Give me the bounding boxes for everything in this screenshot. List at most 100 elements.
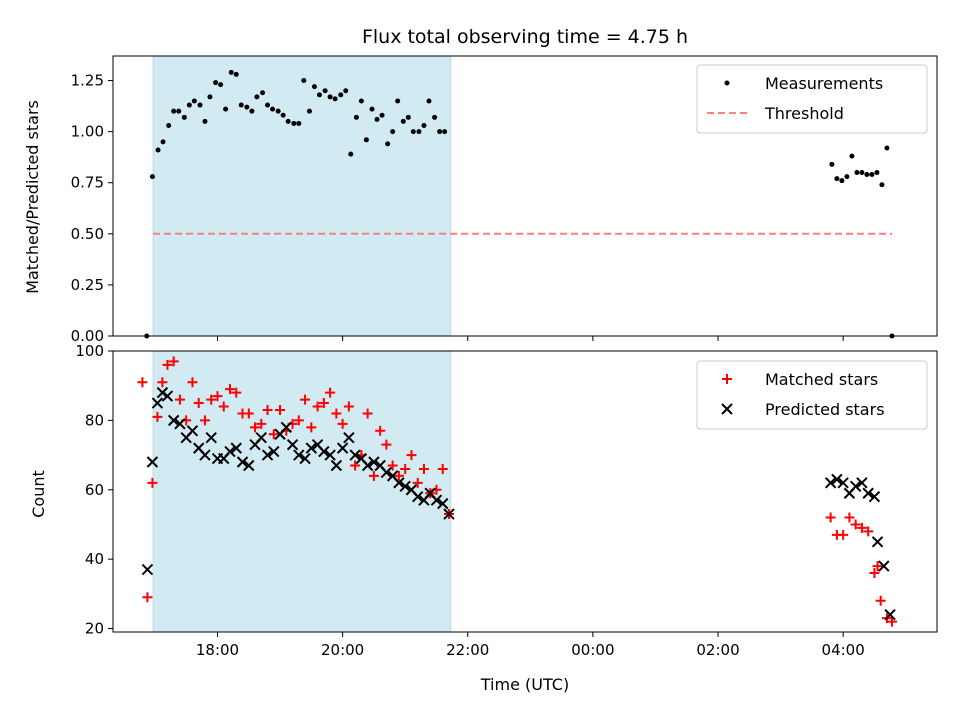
legend-plus-marker: [722, 374, 732, 384]
matched-star-point: [312, 401, 323, 412]
measurement-point: [181, 114, 187, 120]
predicted-star-point: [343, 432, 355, 444]
chart-title: Flux total observing time = 4.75 h: [362, 26, 688, 48]
bottom-x-tick-label: 04:00: [822, 641, 865, 659]
top-legend: Measurements Threshold: [696, 64, 928, 134]
predicted-star-point: [884, 608, 896, 621]
measurement-point: [260, 90, 266, 96]
predicted-star-point: [856, 477, 868, 489]
matched-star-point: [838, 529, 849, 540]
measurement-point: [400, 118, 406, 124]
predicted-star-point: [849, 480, 862, 493]
measurement-point: [859, 169, 865, 175]
measurement-point: [844, 174, 850, 180]
predicted-star-point: [349, 449, 361, 461]
measurement-point: [369, 106, 375, 112]
predicted-star-point: [151, 397, 164, 409]
bottom-x-tick-label: 18:00: [196, 641, 239, 659]
measurement-point: [426, 98, 432, 104]
matched-star-point: [350, 460, 361, 471]
predicted-star-point: [261, 449, 274, 461]
measurement-point: [410, 129, 416, 135]
matched-star-point: [300, 394, 311, 405]
predicted-star-point: [430, 494, 443, 506]
top-y-tick-label: 1.25: [71, 72, 104, 90]
predicted-star-point: [280, 421, 293, 434]
measurement-point: [155, 147, 161, 153]
measurement-point: [291, 120, 297, 126]
predicted-star-point: [299, 452, 311, 465]
measurement-point: [405, 114, 411, 120]
measurement-point: [854, 169, 860, 175]
matched-star-point: [187, 377, 198, 388]
top-y-tick-label: 0.25: [71, 276, 104, 294]
measurement-point: [265, 102, 271, 108]
bottom-series-1: [137, 356, 897, 627]
predicted-star-point: [156, 386, 169, 399]
legend-box: [696, 64, 928, 134]
matched-star-point: [362, 408, 373, 419]
matched-star-point: [275, 404, 286, 415]
matched-star-point: [343, 401, 354, 412]
top-y-tick-label: 0.00: [71, 327, 104, 345]
measurement-point: [343, 88, 349, 94]
matched-star-point: [331, 408, 342, 419]
matched-star-point: [318, 398, 329, 409]
predicted-star-point: [230, 442, 242, 454]
predicted-star-point: [399, 480, 411, 493]
predicted-star-point: [199, 449, 211, 461]
measurement-point: [869, 172, 875, 178]
bottom-series-2: [141, 386, 896, 621]
measurement-point: [348, 151, 354, 157]
measurement-point: [363, 137, 369, 143]
predicted-star-point: [878, 560, 890, 572]
matched-star-point: [174, 394, 185, 405]
matched-star-point: [844, 512, 855, 523]
measurement-point: [829, 161, 835, 167]
predicted-star-point: [336, 442, 349, 454]
legend-entry-label: Threshold: [764, 104, 844, 123]
measurement-point: [296, 120, 302, 126]
measurement-point: [285, 118, 291, 124]
predicted-star-point: [236, 456, 249, 468]
predicted-star-point: [380, 466, 393, 479]
measurement-point: [301, 78, 307, 84]
measurement-point: [213, 80, 219, 86]
matched-star-point: [381, 439, 392, 450]
matched-star-point: [218, 401, 229, 412]
top-y-tick-label: 0.75: [71, 174, 104, 192]
predicted-star-point: [837, 477, 849, 489]
matched-star-point: [212, 391, 223, 402]
bottom-y-tick-label: 20: [85, 620, 104, 638]
predicted-star-point: [224, 445, 236, 458]
measurement-point: [839, 178, 845, 184]
predicted-star-point: [368, 456, 380, 468]
measurement-point: [849, 153, 855, 159]
measurement-point: [160, 139, 166, 145]
matched-star-point: [168, 356, 179, 367]
bottom-x-tick-label: 02:00: [696, 641, 739, 659]
measurement-point: [275, 108, 281, 114]
predicted-star-point: [831, 473, 843, 486]
measurement-point: [879, 182, 885, 188]
measurement-point: [249, 108, 255, 114]
bottom-x-tick-label: 20:00: [321, 641, 364, 659]
bottom-y-tick-label: 80: [85, 411, 104, 429]
bottom-legend: Matched stars Predicted stars: [696, 360, 928, 430]
measurement-point: [338, 92, 344, 98]
measurement-point: [379, 112, 385, 118]
measurement-point: [149, 174, 155, 180]
matched-star-point: [256, 418, 267, 429]
predicted-star-point: [443, 508, 455, 520]
predicted-star-point: [255, 432, 267, 444]
matched-star-point: [886, 616, 897, 627]
matched-star-point: [250, 422, 261, 433]
matched-star-point: [418, 463, 429, 474]
measurement-point: [322, 88, 328, 94]
top-panel: 0.00 0.25 0.50 0.75 1.00 1.25 Measurements Thre…: [71, 55, 938, 345]
bottom-panel: 18:00 20:00 22:00 00:00 02:00 04:00 20 40 60 80 10…: [75, 342, 938, 659]
measurement-point: [884, 145, 890, 151]
measurement-point: [421, 122, 427, 128]
measurement-point: [197, 102, 203, 108]
